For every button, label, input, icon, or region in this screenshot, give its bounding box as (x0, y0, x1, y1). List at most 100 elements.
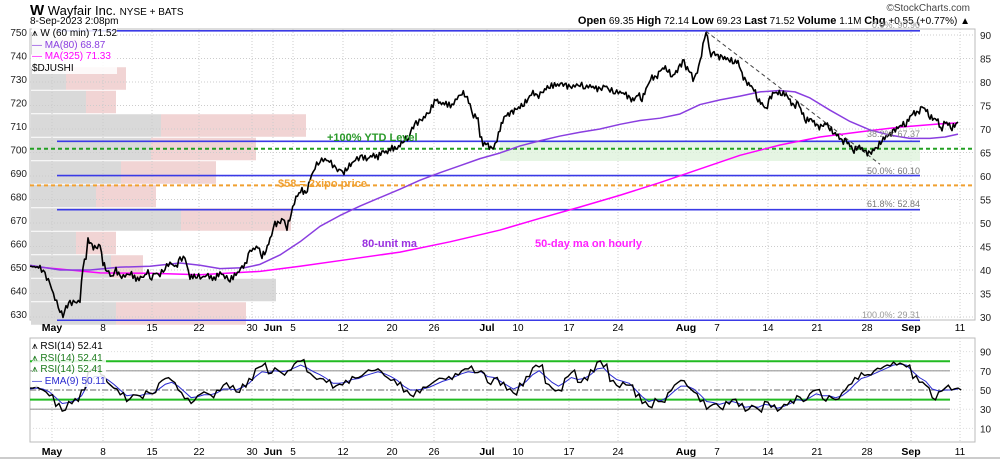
up-arrow-icon: ▲ (960, 16, 970, 27)
fib-382-label: 38.2%: 67.37 (867, 129, 920, 139)
rsi-axis-tick: 90 (980, 348, 992, 359)
x-axis-tick: Sep (901, 322, 920, 334)
chart-date: 8-Sep-2023 2:08pm (30, 16, 119, 27)
rsi-x-axis-tick: 14 (762, 447, 774, 458)
x-axis-tick: 17 (563, 323, 575, 334)
right-axis-tick: 80 (980, 78, 992, 89)
x-axis-tick: May (42, 322, 63, 334)
rsi-x-axis-tick: May (42, 446, 63, 458)
volume-by-price-up-bar (31, 255, 111, 278)
ticker-symbol: W (30, 2, 45, 19)
exchange-label: NYSE + BATS (119, 7, 184, 18)
rsi-x-axis-tick: 22 (193, 447, 205, 458)
legend-label: EMA(9) 50.11 (44, 375, 106, 387)
x-axis-tick: 26 (428, 323, 440, 334)
legend-item: ⩚ RSI(14) 52.41 (32, 353, 106, 365)
volume-by-price-down-bar (161, 114, 306, 137)
right-axis-tick: 75 (980, 102, 992, 113)
volume-by-price-down-bar (181, 208, 291, 231)
x-axis-tick: 10 (512, 323, 524, 334)
right-axis-tick: 40 (980, 266, 992, 277)
volume-by-price-down-bar (86, 90, 116, 114)
volume-by-price-up-bar (31, 184, 96, 208)
rsi-line (30, 358, 962, 414)
ma325-line (29, 122, 959, 276)
volume-by-price-down-bar (116, 302, 246, 325)
ma50-annotation: 50-day ma on hourly (535, 238, 643, 250)
rsi-x-axis-tick: Jul (479, 446, 494, 458)
legend-label: RSI(14) 52.41 (40, 341, 103, 352)
left-axis-tick: 730 (10, 75, 27, 86)
volume-value: 1.1M (839, 16, 862, 27)
x-axis-tick: 21 (811, 323, 823, 334)
x-axis-tick: 8 (100, 323, 106, 334)
rsi-x-axis-tick: 10 (512, 447, 524, 458)
ytd-annotation: +100% YTD Level (327, 132, 418, 144)
ma80-line (29, 89, 959, 271)
rsi-x-axis-tick: 7 (714, 447, 720, 458)
price-line (29, 31, 959, 319)
rsi-x-axis-tick: 26 (428, 447, 440, 458)
legend-item: ⩚ RSI(14) 52.41 (32, 341, 106, 353)
left-axis-tick: 720 (10, 99, 27, 110)
right-axis-tick: 50 (980, 219, 992, 230)
rsi-x-axis-tick: 20 (386, 447, 398, 458)
chart-icon: ⩚ (32, 364, 41, 375)
chart-icon: ⩚ (32, 341, 41, 352)
volume-by-price-up-bar (31, 90, 86, 114)
legend-item: $DJUSHI (32, 63, 117, 75)
legend-label: MA(325) 71.33 (44, 51, 111, 62)
volume-by-price-down-bar (151, 137, 256, 161)
high-label: High (636, 15, 662, 27)
volume-by-price-up-bar (31, 114, 161, 137)
x-axis-tick: 11 (955, 323, 966, 334)
change-label: Chg (864, 15, 886, 27)
company-name: Wayfair Inc. (47, 3, 116, 18)
left-axis-tick: 640 (10, 287, 27, 298)
x-axis-tick: 14 (762, 323, 774, 334)
right-axis-tick: 70 (980, 125, 992, 136)
price-legend: ⩚ W (60 min) 71.52— MA(80) 68.87— MA(325… (32, 28, 118, 75)
rsi-x-axis-tick: 8 (100, 447, 106, 458)
legend-item: ⩚ W (60 min) 71.52 (32, 28, 117, 40)
left-axis-tick: 660 (10, 240, 27, 251)
x-axis-tick: 7 (714, 323, 720, 334)
volume-by-price-up-bar (31, 302, 116, 325)
left-axis-tick: 650 (10, 263, 27, 274)
ma80-annotation: 80-unit ma (362, 238, 418, 250)
rsi-x-axis-tick: 15 (146, 447, 158, 458)
support-zone (500, 141, 920, 161)
fib-0-label: 0.0%: 90.90 (872, 20, 920, 30)
right-axis-tick: 35 (980, 290, 992, 301)
legend-item: ⩚ RSI(14) 52.41 (32, 364, 106, 376)
rsi-x-axis-tick: Aug (676, 446, 696, 458)
volume-label: Volume (797, 15, 837, 27)
volume-by-price-down-bar (121, 161, 216, 184)
rsi-legend: ⩚ RSI(14) 52.41 ⩚ RSI(14) 52.41 ⩚ RSI(14) … (32, 341, 106, 387)
x-axis-tick: 20 (386, 323, 398, 334)
right-axis-tick: 30 (980, 313, 992, 324)
change-value: +0.55 (+0.77%) (888, 16, 958, 27)
rsi-x-axis-tick: Jun (264, 446, 283, 458)
open-value: 69.35 (608, 16, 634, 27)
volume-by-price-down-bar (76, 231, 116, 255)
rsi-x-axis-tick: 24 (612, 447, 624, 458)
open-label: Open (577, 15, 607, 27)
high-value: 72.14 (663, 16, 689, 27)
right-axis-tick: 90 (980, 31, 992, 42)
brand-watermark: ©StockCharts.com (886, 3, 970, 14)
right-axis-tick: 60 (980, 172, 992, 183)
rsi-x-axis-tick: 5 (290, 447, 296, 458)
low-label: Low (691, 15, 714, 27)
left-axis-tick: 710 (10, 122, 27, 133)
fib-618-label: 61.8%: 52.84 (867, 199, 920, 209)
volume-by-price-up-bar (31, 161, 121, 184)
right-axis-tick: 55 (980, 196, 992, 207)
line-icon: — (32, 51, 45, 62)
right-axis-tick: 45 (980, 243, 992, 254)
left-axis-tick: 740 (10, 52, 27, 63)
legend-item: — MA(325) 71.33 (32, 51, 117, 63)
volume-by-price-down-bar (96, 184, 156, 208)
left-axis-tick: 670 (10, 216, 27, 227)
